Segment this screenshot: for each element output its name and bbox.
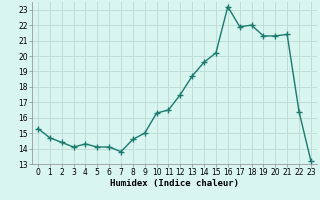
X-axis label: Humidex (Indice chaleur): Humidex (Indice chaleur) bbox=[110, 179, 239, 188]
